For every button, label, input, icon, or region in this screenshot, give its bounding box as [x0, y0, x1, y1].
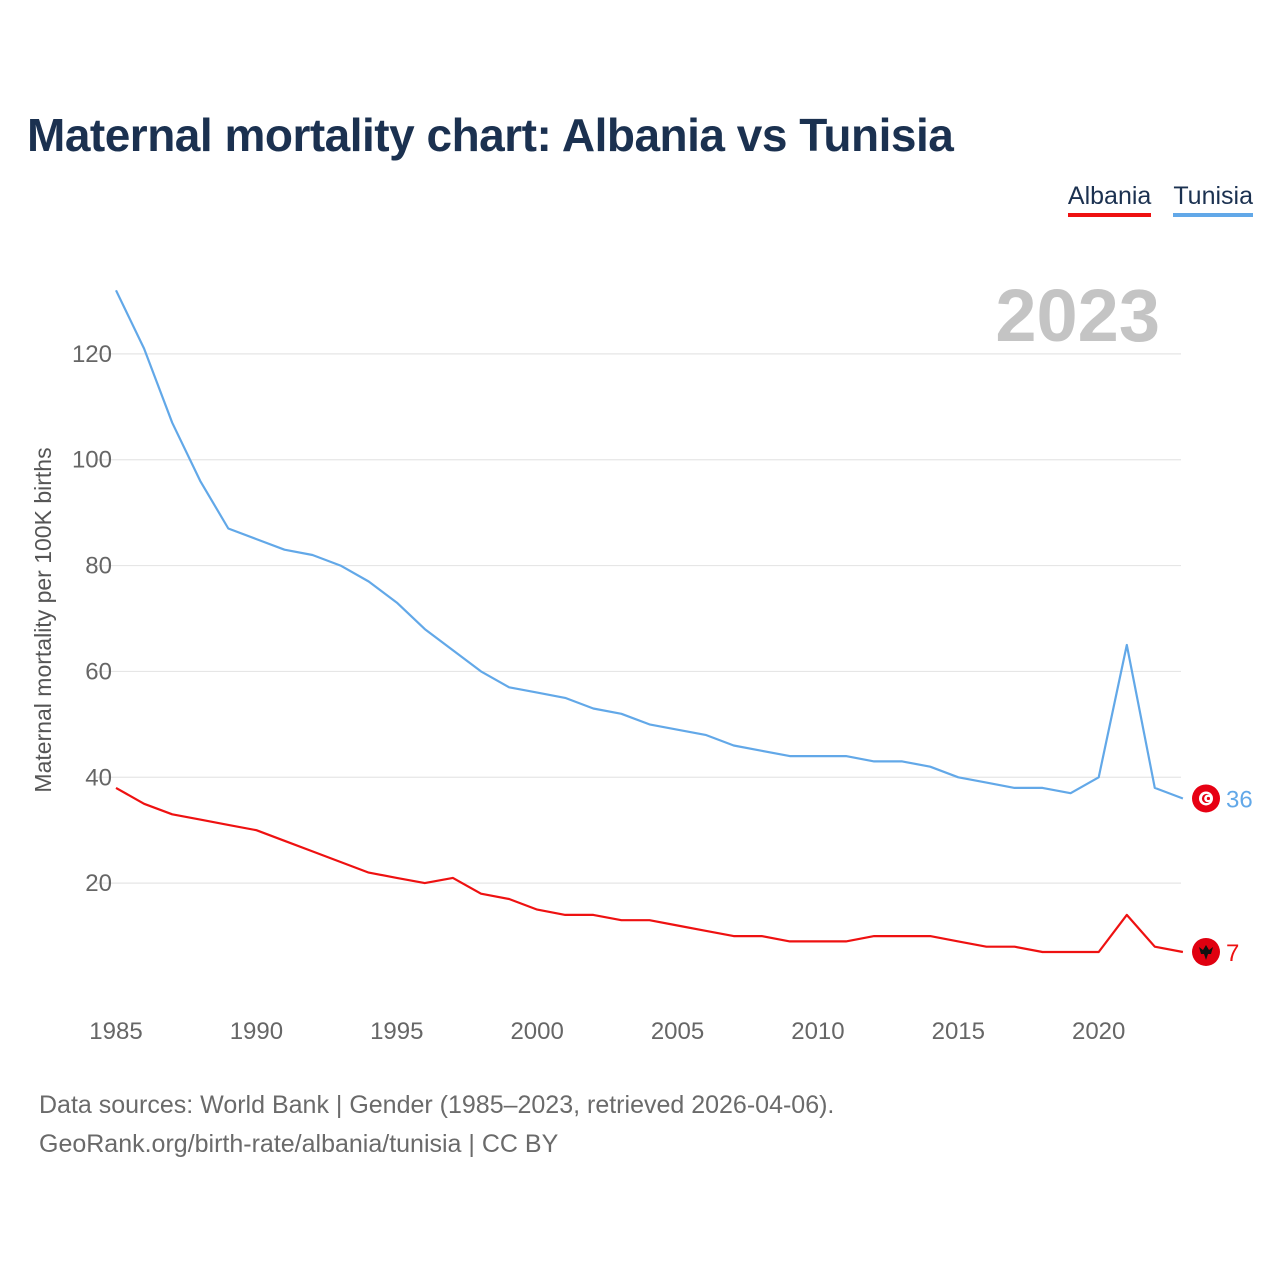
y-axis-ticks: 20 40 60 80 100 120 — [72, 341, 112, 897]
year-label: 2023 — [995, 274, 1160, 357]
x-tick-label: 2020 — [1072, 1018, 1125, 1045]
series-line-albania[interactable] — [115, 786, 1184, 954]
x-axis-ticks: 1985 1990 1995 2000 2005 2010 2015 2020 — [89, 1018, 1125, 1045]
series — [115, 289, 1184, 954]
x-tick-label: 1985 — [89, 1018, 142, 1045]
y-tick-label: 100 — [72, 447, 112, 474]
x-tick-label: 2000 — [510, 1018, 563, 1045]
star-icon — [1206, 796, 1210, 801]
end-label-tunisia: 36 — [1226, 786, 1253, 813]
grid — [96, 353, 1181, 884]
y-tick-label: 20 — [85, 870, 112, 897]
x-tick-label: 2015 — [932, 1018, 985, 1045]
y-tick-label: 120 — [72, 341, 112, 368]
series-line-tunisia[interactable] — [115, 289, 1184, 800]
x-tick-label: 1995 — [370, 1018, 423, 1045]
legend-item-tunisia[interactable]: Tunisia — [1173, 182, 1253, 217]
end-label-albania: 7 — [1226, 940, 1239, 967]
x-tick-label: 2005 — [651, 1018, 704, 1045]
data-source-text: Data sources: World Bank | Gender (1985–… — [39, 1091, 835, 1119]
y-tick-label: 80 — [85, 553, 112, 580]
footer: Data sources: World Bank | Gender (1985–… — [39, 1086, 834, 1164]
y-axis-title: Maternal mortality per 100K births — [30, 447, 56, 792]
chart: 2023 20 40 60 80 100 120 1985 1990 1995 2000 2005… — [30, 274, 1253, 1045]
x-tick-label: 2010 — [791, 1018, 844, 1045]
eagle-icon — [1199, 944, 1213, 960]
page-title: Maternal mortality chart: Albania vs Tun… — [27, 109, 954, 161]
y-tick-label: 60 — [85, 658, 112, 685]
end-markers: 7 36 — [1192, 784, 1253, 967]
legend-item-albania[interactable]: Albania — [1067, 182, 1152, 217]
legend: Albania Tunisia — [1067, 182, 1253, 217]
attribution-link[interactable]: GeoRank.org/birth-rate/albania/tunisia |… — [39, 1130, 559, 1158]
x-tick-label: 1990 — [230, 1018, 283, 1045]
y-tick-label: 40 — [85, 764, 112, 791]
